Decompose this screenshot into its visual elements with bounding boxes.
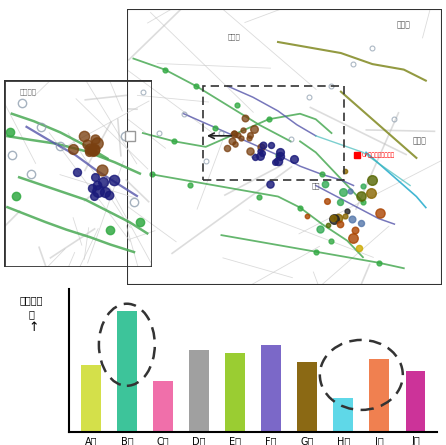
Bar: [81, 365, 101, 432]
Bar: [153, 381, 173, 432]
Text: 神奉川県: 神奉川県: [19, 88, 36, 95]
Bar: [333, 398, 353, 432]
Text: 千葉県: 千葉県: [413, 137, 426, 146]
Bar: [189, 350, 209, 432]
Bar: [261, 345, 281, 432]
Text: 東京: 東京: [311, 182, 320, 189]
Text: 多: 多: [28, 309, 34, 319]
Bar: [297, 362, 317, 432]
Text: ↑: ↑: [28, 320, 39, 334]
Bar: [202, 86, 344, 180]
Text: UF運行管理センター: UF運行管理センター: [361, 152, 394, 158]
Text: 埼玉県: 埼玉県: [227, 33, 240, 40]
Bar: [369, 359, 389, 432]
Bar: [117, 311, 137, 432]
Bar: [405, 371, 425, 432]
Bar: [225, 353, 245, 432]
Text: 訪問回数: 訪問回数: [20, 295, 43, 305]
Text: 茨城県: 茨城県: [397, 20, 411, 29]
